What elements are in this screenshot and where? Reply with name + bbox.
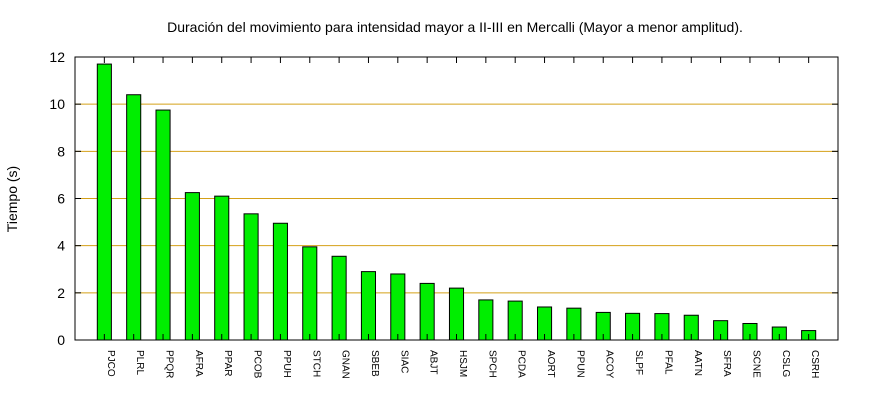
x-tick-label: CSLG [780, 350, 791, 377]
y-tick-label: 6 [57, 191, 65, 207]
y-tick-label: 12 [49, 49, 65, 65]
y-axis-label: Tiempo (s) [4, 166, 20, 232]
x-tick-label: PPQR [164, 350, 175, 378]
x-tick-label: SPCH [486, 350, 497, 378]
x-tick-label: PPUH [281, 350, 292, 378]
y-tick-label: 0 [57, 332, 65, 348]
bar-sbeb [360, 271, 377, 341]
bars [96, 63, 817, 341]
gridlines [75, 103, 838, 294]
x-tick-label: CSRH [809, 350, 820, 378]
x-tick-label: STCH [310, 350, 321, 377]
bar-pcob [243, 213, 259, 341]
x-tick-label: PPAR [222, 350, 233, 377]
x-tick-label: PLRL [134, 350, 145, 375]
bar-ppar [214, 195, 230, 341]
bar-hsjm [448, 287, 465, 341]
x-tick-label: PPUN [574, 350, 585, 378]
y-ticks: 0 2 4 6 8 10 12 [49, 49, 838, 348]
x-tick-label: PJCO [105, 350, 116, 377]
bar-spch [478, 299, 494, 341]
x-tick-label: AFRA [193, 350, 204, 377]
x-tick-label: PFAL [662, 350, 673, 375]
bar-gnan [331, 255, 347, 341]
x-tick-label: GNAN [340, 350, 351, 379]
x-tick-label: PCDA [516, 350, 527, 378]
bar-afra [184, 192, 200, 341]
y-tick-label: 8 [57, 143, 65, 159]
x-tick-label: HSJM [457, 350, 468, 377]
bar-ppqr [155, 109, 171, 341]
bar-stch [302, 246, 318, 341]
bar-ppuh [272, 222, 288, 341]
x-tick-label: ACOY [604, 350, 615, 379]
x-tick-label: SLPF [633, 350, 644, 375]
x-tick-label: SFRA [721, 350, 732, 377]
y-tick-label: 4 [57, 238, 65, 254]
x-ticks: PJCO PLRL PPQR AFRA PPAR PCOB PPUH STCH GNAN SBEB… [103, 57, 820, 379]
x-tick-label: AATN [692, 350, 703, 376]
bar-pjco [96, 63, 112, 341]
x-tick-label: PCOB [252, 350, 263, 379]
y-tick-label: 2 [57, 285, 65, 301]
chart-title: Duración del movimiento para intensidad … [167, 19, 743, 35]
x-tick-label: AORT [545, 350, 556, 378]
x-tick-label: ABJT [428, 350, 439, 374]
x-tick-label: SBEB [369, 350, 380, 377]
bar-plrl [126, 94, 142, 341]
bar-abjt [419, 282, 435, 341]
bar-siac [390, 273, 406, 341]
x-tick-label: SIAC [398, 350, 409, 373]
x-tick-label: SCNE [750, 350, 761, 378]
y-tick-label: 10 [49, 96, 65, 112]
